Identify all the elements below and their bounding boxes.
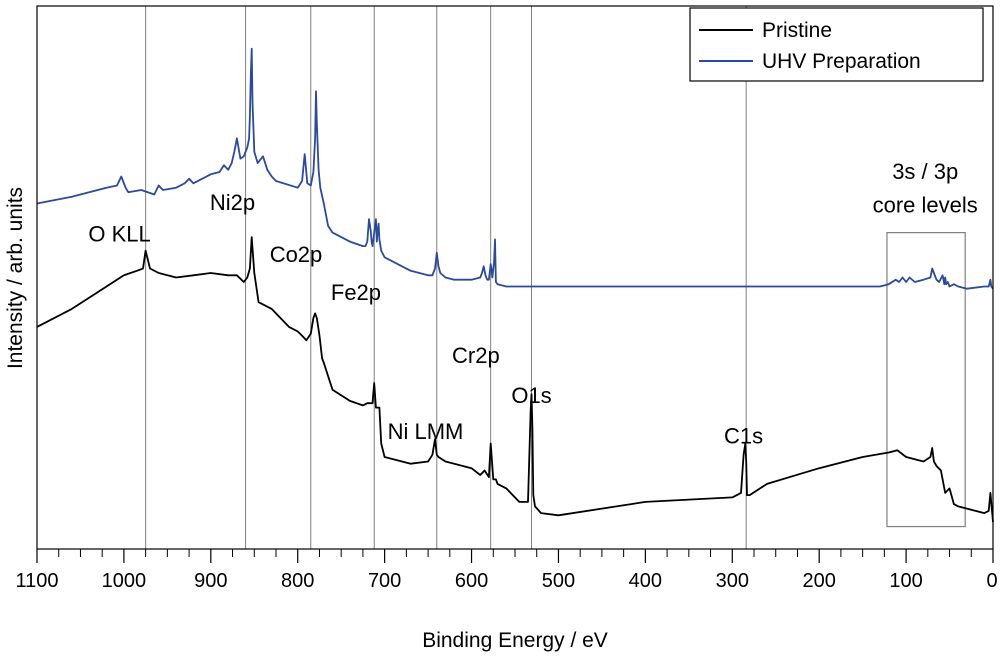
peak-annotation: Cr2p	[452, 343, 500, 368]
x-tick-label: 400	[629, 570, 662, 592]
x-axis-ticks: 1100 1000 900 800 700 600 500 400 300 200 100 0	[15, 549, 998, 592]
peak-annotation: Ni LMM	[388, 419, 464, 444]
x-tick-label: 900	[194, 570, 227, 592]
x-tick-label: 800	[281, 570, 314, 592]
x-tick-label: 100	[889, 570, 922, 592]
x-tick-label: 0	[986, 570, 997, 592]
legend-label-pristine: Pristine	[762, 19, 832, 42]
peak-guide-lines	[145, 6, 747, 549]
peak-annotation: Ni2p	[210, 190, 255, 215]
series-line-pristine	[36, 236, 994, 523]
peak-annotation: O KLL	[88, 222, 150, 247]
x-tick-label: 700	[368, 570, 401, 592]
annotations: O KLL Ni2p Co2p Fe2p Cr2p Ni LMM O1s C1s 3s / 3p…	[88, 159, 977, 449]
peak-annotation: O1s	[511, 383, 551, 408]
x-tick-label: 1000	[102, 570, 147, 592]
x-tick-label: 600	[455, 570, 488, 592]
legend-label-uhv: UHV Preparation	[762, 50, 921, 73]
series-line-uhv-preparation	[36, 47, 994, 290]
x-tick-label: 200	[802, 570, 835, 592]
peak-annotation: C1s	[724, 424, 763, 449]
legend-box	[689, 7, 984, 82]
series-group	[36, 47, 994, 523]
peak-annotation: core levels	[873, 192, 978, 217]
peak-annotation: 3s / 3p	[892, 159, 958, 184]
legend: Pristine UHV Preparation	[689, 7, 984, 82]
x-tick-label: 500	[542, 570, 575, 592]
core-level-highlight-box	[886, 232, 966, 528]
peak-annotation: Fe2p	[331, 280, 381, 305]
peak-annotation: Co2p	[270, 242, 323, 267]
y-axis-title: Intensity / arb. units	[4, 187, 27, 369]
x-axis-title: Binding Energy / eV	[422, 629, 608, 652]
x-tick-label: 300	[716, 570, 749, 592]
x-tick-label: 1100	[15, 570, 58, 592]
